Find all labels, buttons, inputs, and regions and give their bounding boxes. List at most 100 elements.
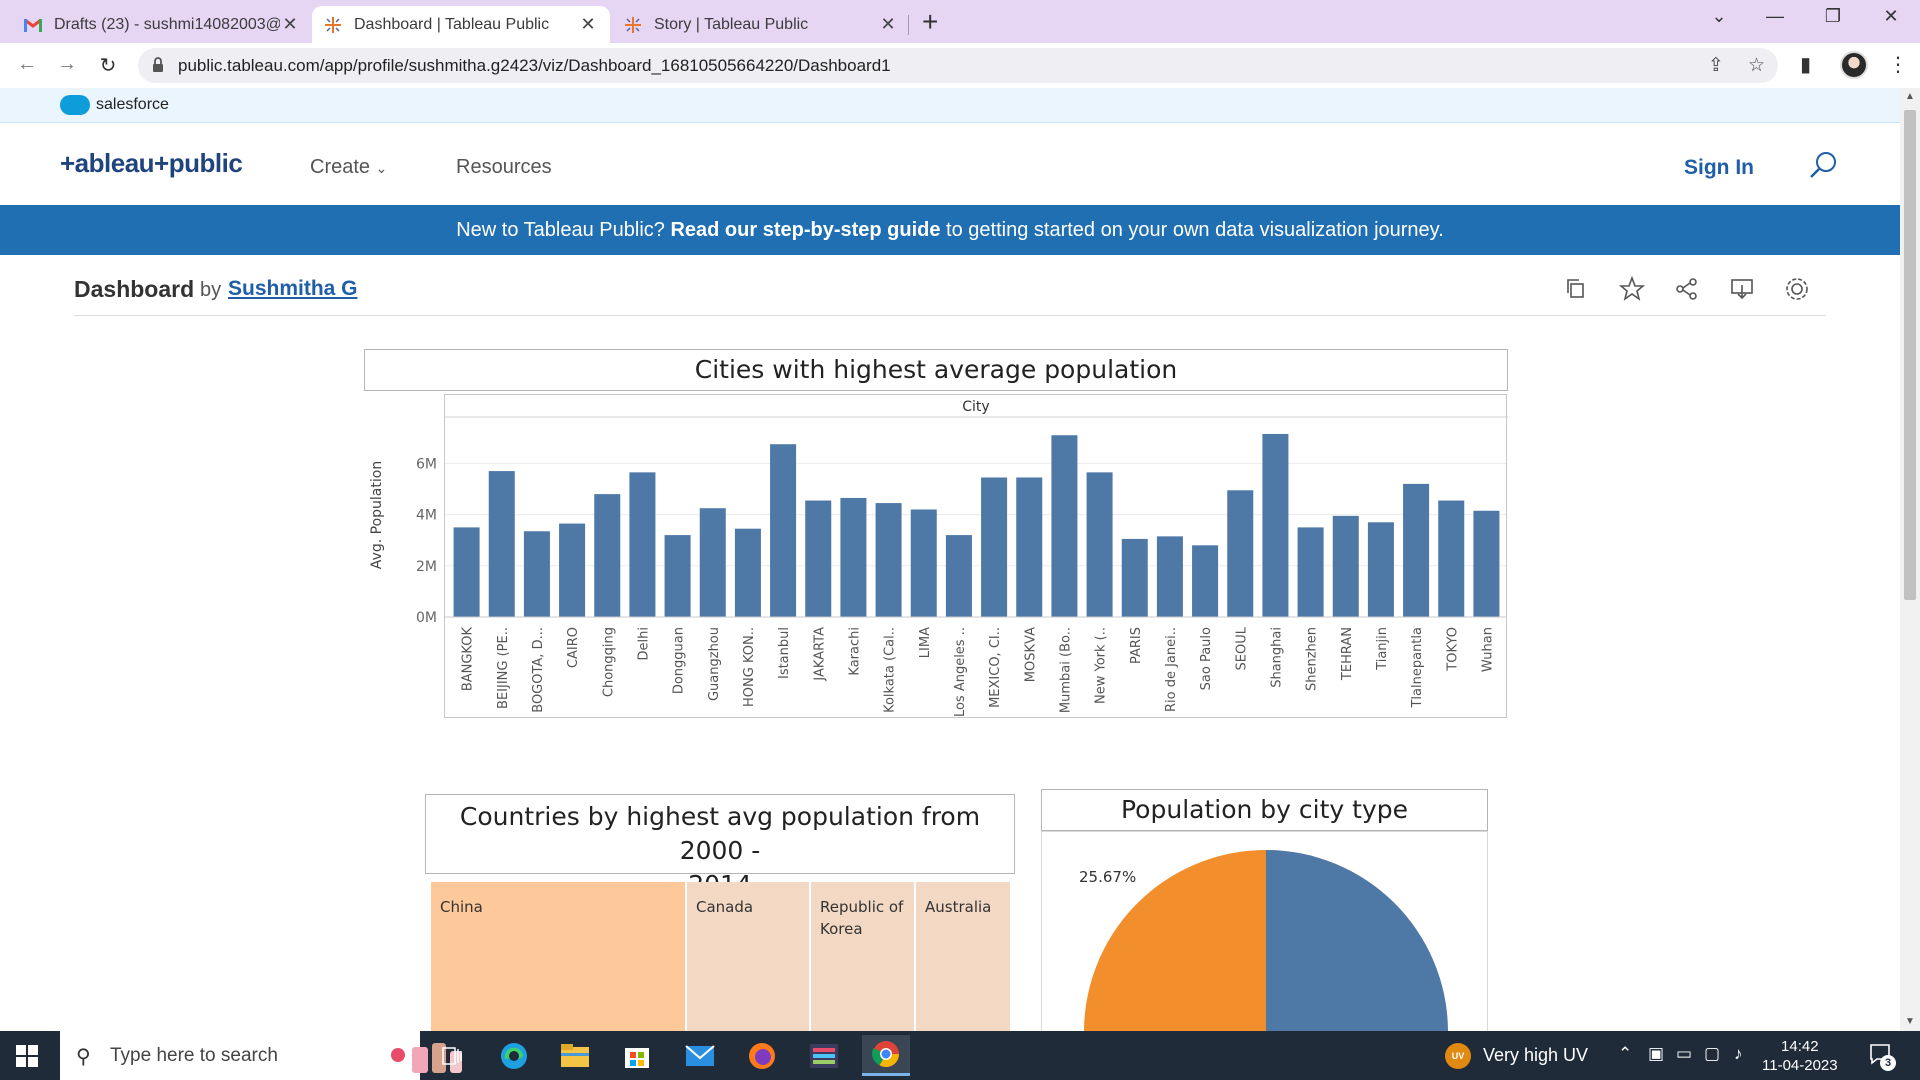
favorite-star-icon[interactable] (1619, 276, 1645, 302)
side-panel-icon[interactable]: ▮ (1800, 54, 1812, 76)
sign-in-button[interactable]: Sign In (1684, 156, 1754, 179)
edge-browser-icon[interactable] (490, 1035, 538, 1076)
share-icon[interactable]: ⇪ (1708, 55, 1724, 76)
bar[interactable] (1051, 435, 1078, 617)
bar[interactable] (1367, 522, 1394, 617)
bar[interactable] (1227, 490, 1254, 617)
bar[interactable] (734, 528, 761, 617)
network-icon[interactable]: ▢ (1704, 1044, 1721, 1063)
scrollbar-thumb[interactable] (1904, 110, 1916, 600)
close-tab-icon[interactable]: ✕ (580, 14, 596, 34)
bar[interactable] (523, 531, 550, 617)
close-window-button[interactable]: ✕ (1883, 6, 1899, 26)
firefox-icon[interactable] (738, 1035, 786, 1076)
reload-icon[interactable]: ↻ (99, 55, 117, 77)
bar[interactable] (1156, 536, 1183, 617)
avatar[interactable] (1840, 51, 1868, 79)
back-icon[interactable]: ← (17, 53, 37, 75)
bar[interactable] (945, 535, 972, 617)
weather-status[interactable]: Very high UV (1483, 1045, 1589, 1065)
bar[interactable] (699, 508, 726, 617)
bar[interactable] (875, 503, 902, 617)
tab-dashboard[interactable]: Dashboard | Tableau Public ✕ (312, 6, 610, 43)
chrome-icon[interactable] (862, 1035, 910, 1076)
page-scrollbar[interactable]: ▲ ▼ (1900, 88, 1920, 1031)
address-bar[interactable]: public.tableau.com/app/profile/sushmitha… (138, 48, 1778, 83)
x-tick-label: HONG KON.. (742, 627, 757, 707)
restore-button[interactable]: ❐ (1824, 6, 1842, 26)
tableau-public-logo[interactable]: +ableau+public (60, 148, 243, 178)
pie-slice[interactable] (1084, 850, 1266, 1031)
bar[interactable] (981, 477, 1008, 617)
close-tab-icon[interactable]: ✕ (880, 14, 896, 34)
bookmark-star-icon[interactable]: ☆ (1748, 55, 1766, 76)
resources-link[interactable]: Resources (456, 156, 552, 178)
treemap-cell-korea[interactable]: Republic of Korea (811, 882, 914, 1031)
notification-icon[interactable] (1868, 1042, 1892, 1066)
new-tab-button[interactable]: + (922, 6, 939, 37)
mail-icon[interactable] (676, 1035, 724, 1076)
settings-gear-icon[interactable] (1784, 276, 1810, 302)
bar[interactable] (1438, 500, 1465, 617)
microsoft-store-icon[interactable] (613, 1035, 661, 1076)
pie-chart[interactable]: 25.67% (1041, 831, 1488, 1031)
bar[interactable] (559, 523, 586, 617)
salesforce-logo[interactable]: salesforce (60, 95, 169, 115)
bar[interactable] (840, 497, 867, 617)
treemap-chart[interactable]: China Canada Republic of Korea Australia (427, 882, 1014, 1031)
taskbar-clock[interactable]: 14:42 11-04-2023 (1762, 1037, 1838, 1075)
bar[interactable] (664, 535, 691, 617)
bar[interactable] (1262, 433, 1289, 617)
scroll-down-icon[interactable]: ▼ (1905, 1016, 1915, 1027)
create-menu[interactable]: Create ⌄ (310, 156, 387, 179)
bar[interactable] (1297, 527, 1324, 617)
close-tab-icon[interactable]: ✕ (282, 14, 298, 34)
windows-start-icon[interactable] (16, 1045, 38, 1067)
file-explorer-icon[interactable] (551, 1035, 599, 1076)
bar[interactable] (1473, 510, 1500, 617)
forward-icon[interactable]: → (57, 53, 77, 75)
author-link[interactable]: Sushmitha G (228, 277, 358, 300)
bar[interactable] (1016, 477, 1043, 617)
bar[interactable] (1121, 538, 1148, 617)
search-icon[interactable] (1808, 150, 1838, 180)
bar[interactable] (1086, 472, 1113, 617)
bar[interactable] (1192, 545, 1219, 617)
tab-search-icon[interactable]: ⌄ (1711, 6, 1727, 26)
bar[interactable] (910, 509, 937, 617)
treemap-cell-china[interactable]: China (431, 882, 685, 1031)
battery-icon[interactable]: ▭ (1676, 1044, 1693, 1063)
bar[interactable] (488, 471, 515, 617)
scroll-up-icon[interactable]: ▲ (1905, 91, 1915, 102)
uv-weather-icon[interactable]: UV (1445, 1043, 1471, 1069)
treemap-cell-australia[interactable]: Australia (916, 882, 1010, 1031)
meet-now-icon[interactable]: ▣ (1648, 1044, 1665, 1063)
y-axis: 0M 2M 4M 6M Avg. Population (369, 456, 437, 626)
download-icon[interactable] (1729, 276, 1755, 302)
url-text[interactable]: public.tableau.com/app/profile/sushmitha… (178, 56, 891, 75)
bar[interactable] (770, 444, 797, 617)
task-view-icon[interactable] (428, 1035, 476, 1076)
volume-icon[interactable]: ♪ (1734, 1044, 1743, 1063)
chevron-up-icon[interactable]: ⌃ (1618, 1044, 1633, 1063)
tab-gmail[interactable]: Drafts (23) - sushmi14082003@g ✕ (12, 6, 312, 43)
bar[interactable] (453, 527, 480, 617)
bar[interactable] (594, 494, 621, 617)
copy-icon[interactable] (1564, 276, 1590, 302)
bar-chart[interactable]: City BANGKOK BEIJING (PE.. BOGOTA, D... CAIR… (369, 394, 1508, 718)
minimize-button[interactable]: — (1766, 6, 1784, 26)
treemap-cell-canada[interactable]: Canada (687, 882, 809, 1031)
more-menu-icon[interactable]: ⋮ (1888, 54, 1908, 76)
bar[interactable] (1403, 483, 1430, 617)
guide-link[interactable]: Read our step-by-step guide (670, 219, 941, 241)
bar[interactable] (805, 500, 832, 617)
media-app-icon[interactable] (800, 1035, 848, 1076)
share-icon[interactable] (1674, 276, 1700, 302)
salesforce-bar: salesforce (0, 88, 1900, 123)
taskbar-search-box[interactable]: ⚲ Type here to search (60, 1031, 462, 1080)
bar[interactable] (1332, 515, 1359, 617)
tab-story[interactable]: Story | Tableau Public ✕ (612, 6, 910, 43)
pie-slice[interactable] (1084, 850, 1448, 1031)
bar[interactable] (629, 472, 656, 617)
lock-icon[interactable] (152, 57, 164, 73)
